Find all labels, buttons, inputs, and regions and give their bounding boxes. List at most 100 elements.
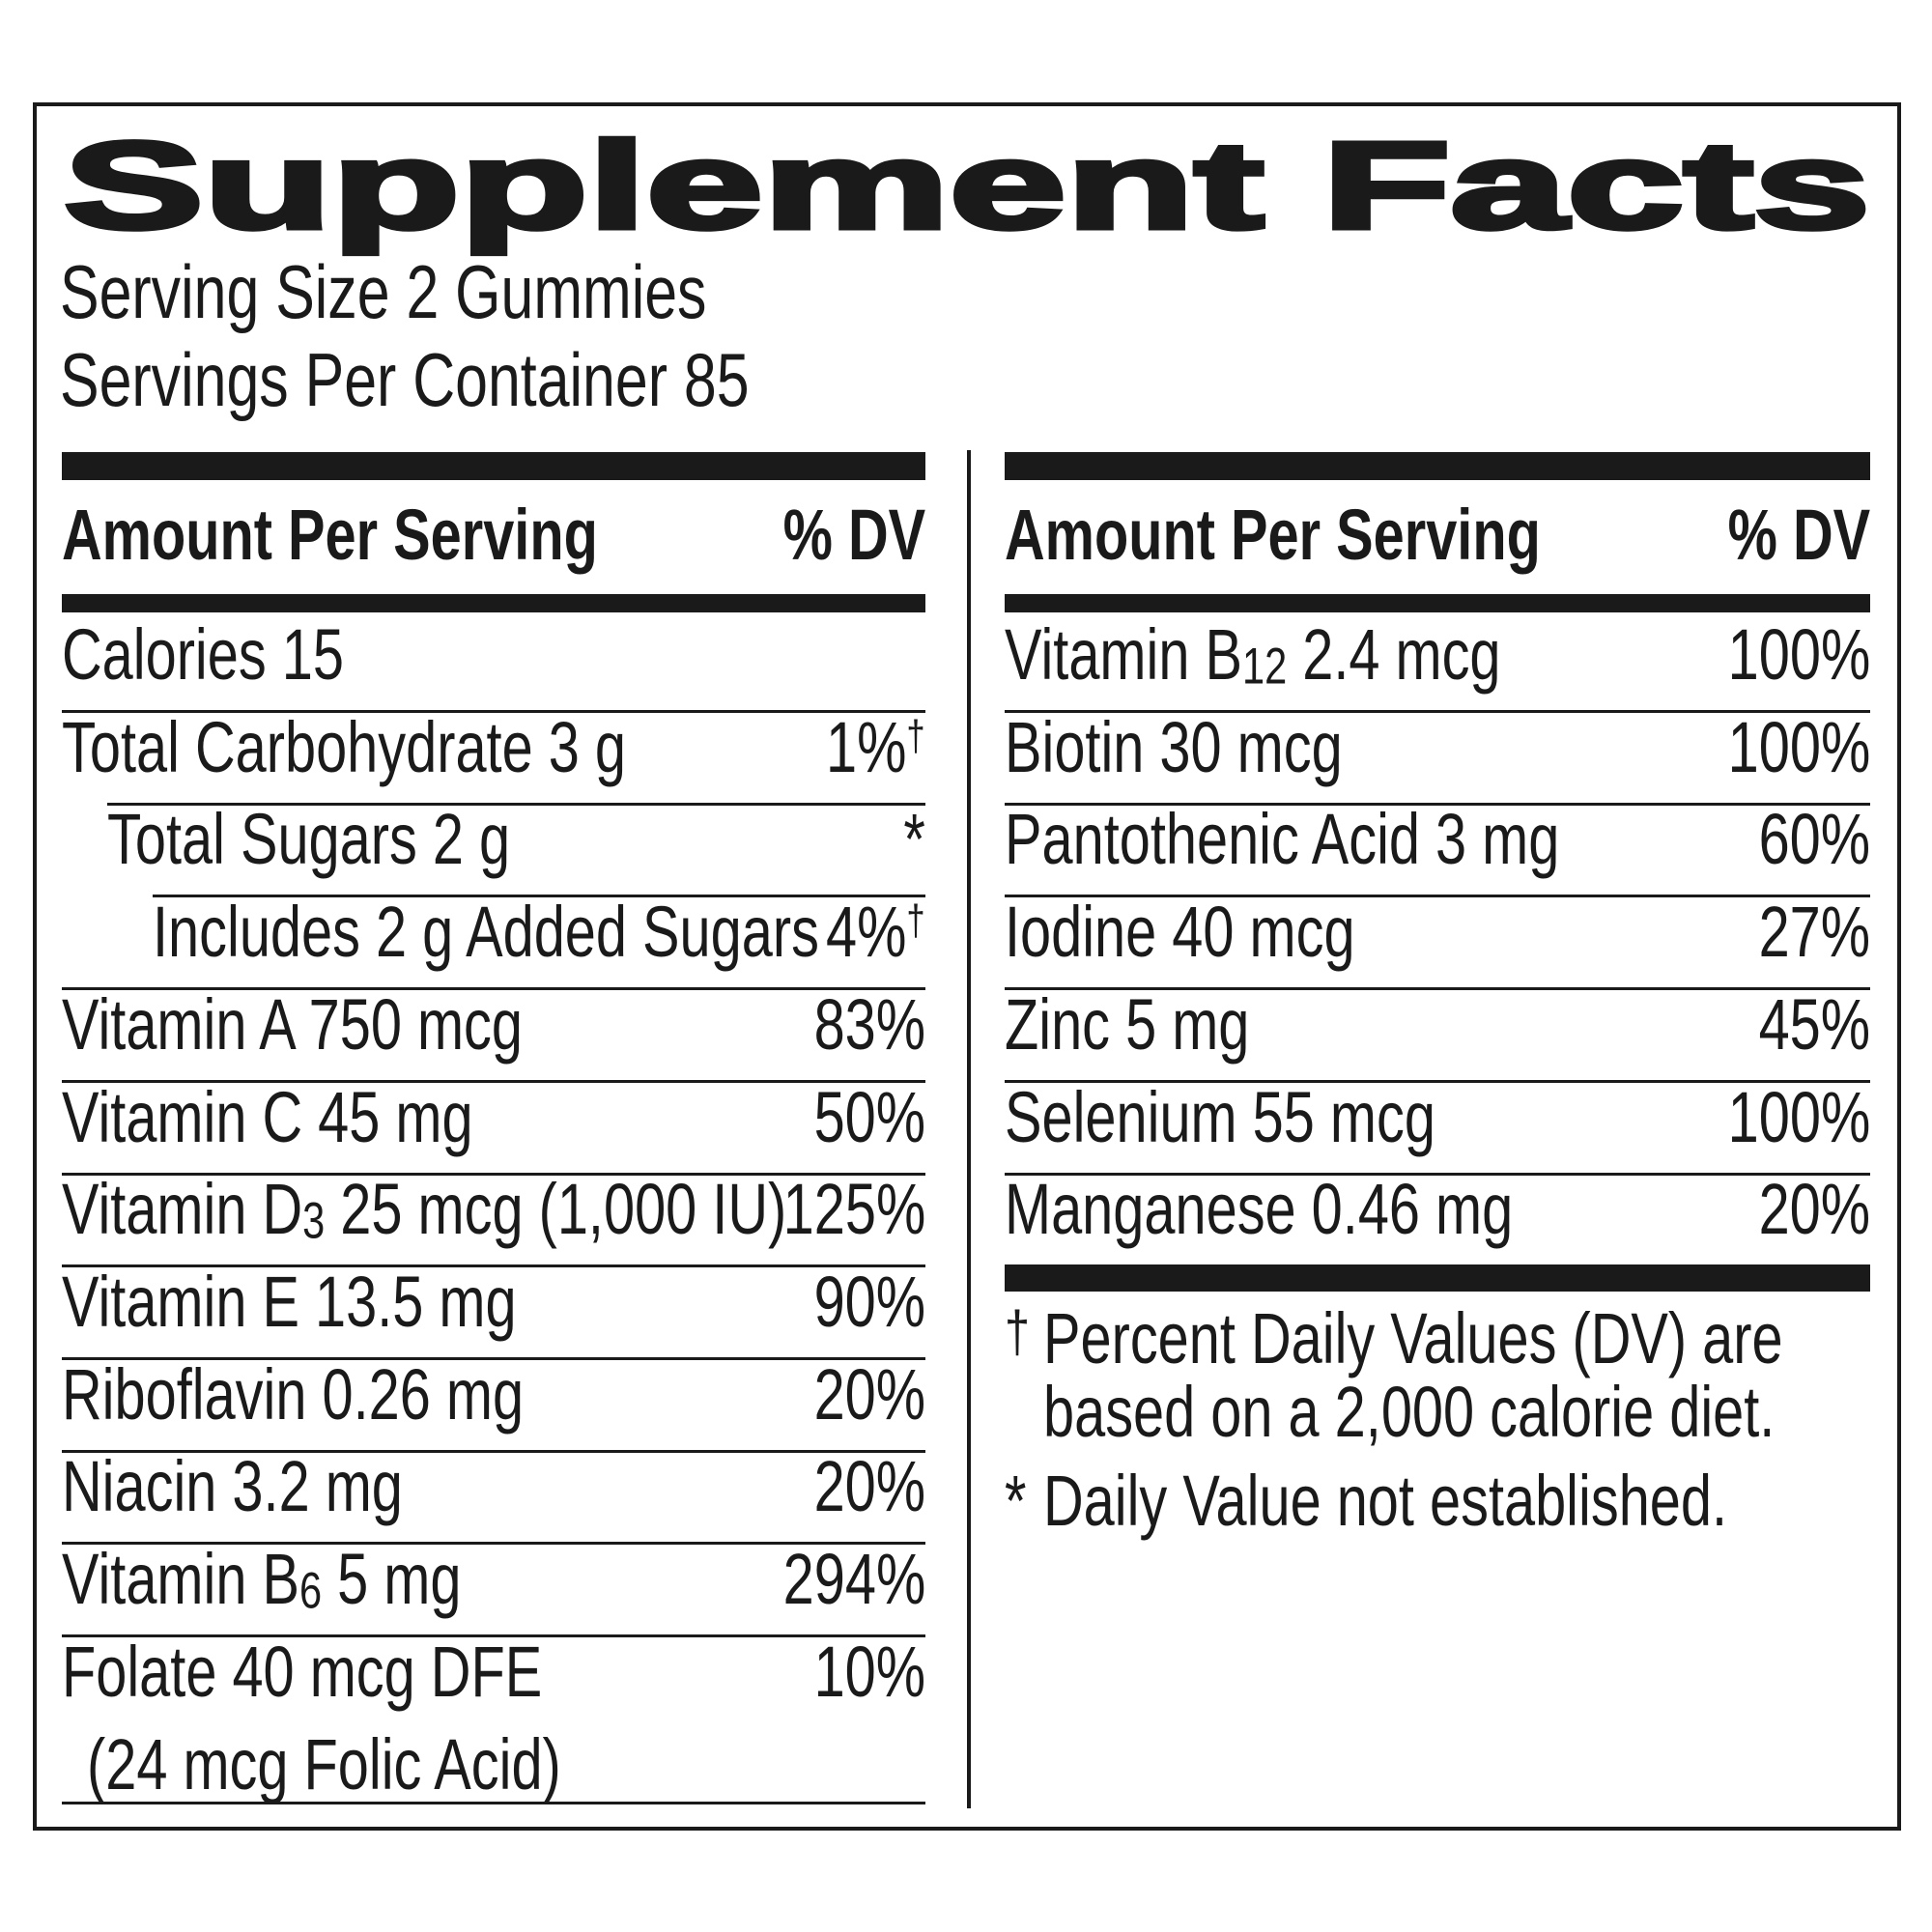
nutrient-name: Zinc 5 mg — [1005, 983, 1250, 1065]
nutrient-dv: 4%† — [798, 896, 925, 968]
nutrient-dv: 294% — [743, 1544, 925, 1615]
nutrient-dv: 1%† — [798, 711, 925, 783]
nutrient-label-text: Total Carbohydrate 3 g — [62, 711, 626, 783]
nutrient-label-text: Includes 2 g Added Sugars — [153, 896, 819, 968]
nutrient-label-text: Vitamin D3 25 mcg (1,000 IU) — [62, 1174, 786, 1247]
nutrient-subscript: 6 — [298, 1562, 323, 1620]
nutrient-label-text: Total Sugars 2 g — [107, 804, 510, 875]
dv-value: 20% — [813, 1446, 925, 1527]
nutrient-dv: 20% — [1727, 1174, 1870, 1245]
nutrient-label: Vitamin A 750 mcg — [62, 988, 653, 1061]
nutrient-subscript: 3 — [302, 1192, 326, 1250]
nutrient-label: Pantothenic Acid 3 mg — [1005, 804, 1716, 875]
row-divider — [107, 802, 925, 806]
nutrient-name: Iodine 40 mcg — [1005, 892, 1355, 973]
dv-value: 4% — [826, 892, 907, 973]
nutrient-label-text: Pantothenic Acid 3 mg — [1005, 804, 1559, 875]
row-divider — [1005, 802, 1870, 806]
nutrient-dv-text: 45% — [1758, 988, 1870, 1061]
row-divider — [62, 1264, 925, 1268]
row-divider — [62, 1542, 925, 1546]
nutrient-name: Riboflavin 0.26 mg — [62, 1353, 525, 1435]
nutrient-name: Vitamin A 750 mcg — [62, 983, 524, 1065]
nutrient-label-text: Biotin 30 mcg — [1005, 711, 1343, 783]
dv-value: 45% — [1758, 983, 1870, 1065]
row-divider — [1005, 895, 1870, 898]
nutrient-label-line2: (24 mcg Folic Acid) — [87, 1728, 695, 1801]
nutrient-amount: 25 mcg (1,000 IU) — [325, 1169, 787, 1250]
nutrient-dv-text: 20% — [1758, 1174, 1870, 1245]
nutrient-label-text: Vitamin B6 5 mg — [62, 1544, 461, 1617]
nutrient-label-text: Selenium 55 mcg — [1005, 1081, 1435, 1153]
row-divider — [62, 1802, 925, 1804]
nutrient-amount: 5 mg — [322, 1539, 462, 1619]
nutrient-dv: 50% — [782, 1081, 925, 1153]
nutrient-label: Zinc 5 mg — [1005, 988, 1319, 1061]
nutrient-name: Pantothenic Acid 3 mg — [1005, 799, 1560, 880]
dv-value: 20% — [1758, 1169, 1870, 1250]
nutrient-label: Vitamin B12 2.4 mcg — [1005, 619, 1640, 693]
dv-value: 1% — [826, 706, 907, 787]
nutrient-dv-text: 294% — [782, 1544, 925, 1615]
nutrient-name: Niacin 3.2 mg — [62, 1446, 403, 1527]
dv-value: 20% — [813, 1353, 925, 1435]
nutrient-dv: 45% — [1727, 988, 1870, 1061]
nutrient-dv-text: 125% — [782, 1174, 925, 1245]
servings-per-container: Servings Per Container 85 — [60, 337, 750, 422]
nutrient-name: Calories 15 — [62, 614, 344, 695]
dv-value: 27% — [1758, 892, 1870, 973]
nutrient-dv: * — [897, 804, 925, 875]
right-top-bar — [1005, 452, 1870, 480]
nutrient-dv: 100% — [1688, 1081, 1870, 1153]
nutrient-name: Total Sugars 2 g — [107, 799, 511, 880]
right-bottom-bar — [1005, 1264, 1870, 1292]
dv-value: 100% — [1727, 1076, 1870, 1157]
nutrient-label: Niacin 3.2 mg — [62, 1451, 498, 1522]
nutrient-label: Vitamin C 45 mg — [62, 1081, 589, 1153]
dv-value: 50% — [813, 1076, 925, 1157]
nutrient-name: Vitamin B — [62, 1539, 299, 1619]
page-title: Supplement Facts — [64, 117, 1870, 255]
dv-value: 294% — [782, 1539, 925, 1619]
right-header-bar — [1005, 594, 1870, 612]
row-divider — [1005, 1079, 1870, 1083]
nutrient-label-text: Vitamin C 45 mg — [62, 1081, 473, 1153]
nutrient-label: Includes 2 g Added Sugars — [153, 896, 1008, 968]
nutrient-name: Folate 40 mcg DFE — [62, 1631, 543, 1712]
nutrient-label-text: Vitamin A 750 mcg — [62, 988, 523, 1061]
nutrient-dv-text: 10% — [813, 1635, 925, 1708]
left-top-bar — [62, 452, 925, 480]
nutrient-label: Total Carbohydrate 3 g — [62, 711, 785, 783]
nutrient-dv: 10% — [782, 1635, 925, 1708]
right-header-amount: Amount Per Serving — [1005, 495, 1541, 575]
nutrient-dv-text: 60% — [1758, 804, 1870, 875]
nutrient-label: Manganese 0.46 mg — [1005, 1174, 1657, 1245]
row-divider — [62, 1356, 925, 1360]
nutrient-dv-text: 20% — [813, 1451, 925, 1522]
right-header-dv: % DV — [1727, 495, 1870, 575]
row-divider — [62, 1079, 925, 1083]
nutrient-label-text: Calories 15 — [62, 619, 344, 691]
row-divider — [62, 1449, 925, 1453]
row-divider — [1005, 987, 1870, 991]
nutrient-name: Selenium 55 mcg — [1005, 1076, 1435, 1157]
nutrient-label: Biotin 30 mcg — [1005, 711, 1437, 783]
column-divider — [967, 450, 971, 1808]
nutrient-dv-text: 100% — [1727, 1081, 1870, 1153]
row-divider — [153, 895, 925, 898]
nutrient-name: Biotin 30 mcg — [1005, 706, 1343, 787]
nutrient-dv: 60% — [1727, 804, 1870, 875]
nutrient-label-text: Vitamin B12 2.4 mcg — [1005, 619, 1501, 693]
nutrient-subscript: 12 — [1241, 638, 1288, 696]
row-divider — [1005, 710, 1870, 713]
nutrient-dv: 20% — [782, 1358, 925, 1431]
title-svg: Supplement Facts — [62, 115, 1873, 258]
nutrient-dv: 27% — [1727, 896, 1870, 968]
nutrient-label: Total Sugars 2 g — [107, 804, 624, 875]
nutrient-label-text: Niacin 3.2 mg — [62, 1451, 403, 1522]
nutrient-label-text: Vitamin E 13.5 mg — [62, 1265, 517, 1338]
nutrient-name: Vitamin D — [62, 1169, 303, 1250]
nutrient-label-text: Folate 40 mcg DFE — [62, 1635, 542, 1708]
nutrient-label: Riboflavin 0.26 mg — [62, 1358, 654, 1431]
nutrient-label-text: Iodine 40 mcg — [1005, 896, 1355, 968]
